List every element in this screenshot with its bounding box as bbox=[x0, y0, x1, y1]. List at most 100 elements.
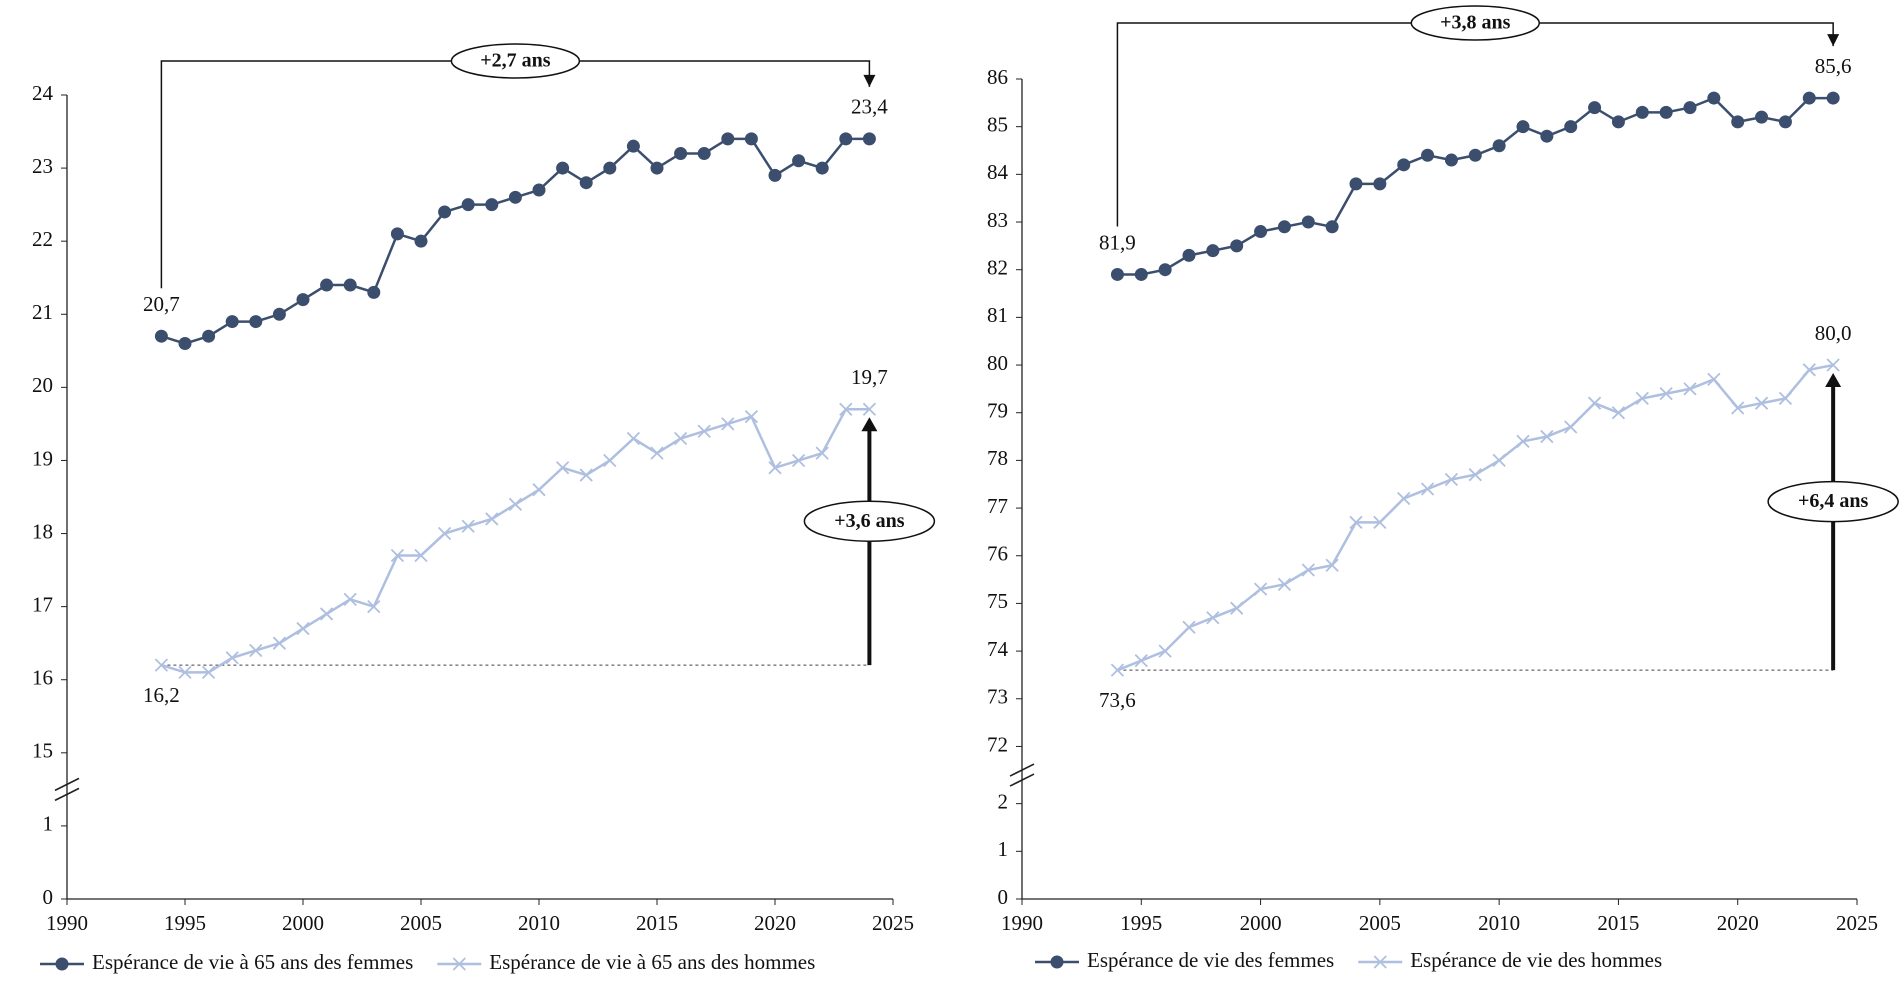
marker bbox=[650, 446, 664, 460]
y-tick-label: 22 bbox=[32, 227, 53, 251]
bracket bbox=[1116, 22, 1834, 227]
marker bbox=[1826, 358, 1840, 372]
x-tick-label: 2015 bbox=[1597, 911, 1639, 935]
y-tick-label: 73 bbox=[987, 685, 1008, 709]
y-tick-label: 16 bbox=[32, 666, 53, 690]
series-line bbox=[1117, 96, 1834, 276]
x-tick-label: 2005 bbox=[400, 911, 442, 935]
marker bbox=[1731, 115, 1745, 129]
y-tick-label: 19 bbox=[32, 446, 53, 470]
bracket bbox=[160, 60, 871, 289]
marker bbox=[721, 417, 735, 431]
annotation-bubble bbox=[450, 43, 581, 79]
marker bbox=[508, 190, 522, 204]
marker bbox=[556, 161, 570, 175]
marker bbox=[1516, 434, 1530, 448]
marker bbox=[1158, 644, 1172, 658]
x-tick-label: 2020 bbox=[754, 911, 796, 935]
marker bbox=[225, 651, 239, 665]
y-tick-label: 23 bbox=[32, 154, 53, 178]
marker bbox=[1397, 491, 1411, 506]
marker bbox=[178, 337, 192, 351]
marker bbox=[1277, 220, 1291, 234]
marker bbox=[1802, 363, 1816, 377]
marker bbox=[1206, 611, 1220, 625]
y-tick-label: 0 bbox=[43, 885, 54, 909]
annotation: +3,8 ans bbox=[1440, 12, 1511, 34]
marker bbox=[1325, 220, 1339, 234]
marker bbox=[815, 446, 829, 460]
y-tick-label: 17 bbox=[32, 592, 53, 616]
marker bbox=[1420, 482, 1435, 496]
marker bbox=[1230, 601, 1244, 615]
marker bbox=[1707, 372, 1721, 386]
y-tick-label: 75 bbox=[987, 589, 1008, 613]
marker bbox=[1468, 468, 1482, 482]
marker bbox=[626, 431, 641, 446]
marker bbox=[1421, 148, 1435, 162]
marker bbox=[697, 424, 711, 438]
x-tick-label: 2010 bbox=[518, 911, 560, 935]
marker bbox=[1110, 663, 1125, 677]
marker bbox=[1373, 177, 1387, 191]
arrowhead bbox=[861, 417, 878, 432]
marker bbox=[1492, 453, 1506, 468]
marker bbox=[225, 315, 239, 329]
marker bbox=[1611, 115, 1625, 129]
x-tick-label: 2010 bbox=[1478, 911, 1520, 935]
marker bbox=[532, 483, 546, 497]
annotation: +2,7 ans bbox=[480, 50, 551, 72]
y-tick-label: 21 bbox=[32, 300, 53, 324]
marker bbox=[603, 161, 617, 175]
marker bbox=[1301, 215, 1315, 229]
value-label: 81,9 bbox=[1099, 230, 1136, 254]
marker bbox=[320, 278, 334, 292]
x-tick-label: 2000 bbox=[1240, 911, 1282, 935]
y-tick-label: 80 bbox=[987, 351, 1008, 375]
marker bbox=[1564, 120, 1578, 134]
marker bbox=[1611, 406, 1626, 420]
bracket-arrowhead bbox=[863, 74, 876, 87]
y-tick-label: 83 bbox=[987, 208, 1008, 232]
marker bbox=[1253, 582, 1268, 596]
marker bbox=[1325, 558, 1339, 572]
marker bbox=[1778, 391, 1793, 406]
legend-item: Espérance de vie à 65 ans des hommes bbox=[437, 950, 815, 974]
marker bbox=[485, 512, 499, 526]
x-tick-label: 2015 bbox=[636, 911, 678, 935]
marker bbox=[319, 607, 334, 621]
marker bbox=[768, 168, 782, 182]
marker bbox=[1755, 110, 1769, 124]
marker bbox=[768, 461, 782, 475]
value-label: 73,6 bbox=[1099, 688, 1136, 712]
marker bbox=[201, 665, 216, 680]
marker bbox=[1277, 577, 1292, 591]
marker bbox=[296, 621, 310, 636]
marker bbox=[272, 307, 286, 321]
marker bbox=[1468, 148, 1482, 162]
marker bbox=[272, 636, 287, 650]
series-line bbox=[161, 408, 870, 674]
legend-label: Espérance de vie à 65 ans des hommes bbox=[489, 950, 815, 974]
marker bbox=[202, 329, 216, 343]
legend-marker bbox=[1373, 955, 1387, 969]
marker bbox=[839, 132, 853, 146]
y-tick-label: 0 bbox=[998, 885, 1009, 909]
marker bbox=[1659, 105, 1673, 119]
marker bbox=[1373, 515, 1387, 530]
marker bbox=[508, 497, 523, 511]
marker bbox=[1134, 267, 1148, 281]
annotation-bubble bbox=[1410, 5, 1541, 41]
legend-marker bbox=[55, 957, 69, 971]
legend-item: Espérance de vie des hommes bbox=[1358, 948, 1662, 972]
y-tick-label: 20 bbox=[32, 373, 53, 397]
legend-label: Espérance de vie à 65 ans des femmes bbox=[92, 950, 413, 974]
marker bbox=[1588, 101, 1602, 115]
marker bbox=[1635, 391, 1649, 406]
x-tick-label: 1990 bbox=[1001, 911, 1043, 935]
y-tick-label: 86 bbox=[987, 65, 1008, 89]
y-tick-label: 81 bbox=[987, 303, 1008, 327]
value-label: 80,0 bbox=[1815, 321, 1852, 345]
annotation: +6,4 ans bbox=[1798, 490, 1869, 512]
marker bbox=[603, 453, 617, 468]
